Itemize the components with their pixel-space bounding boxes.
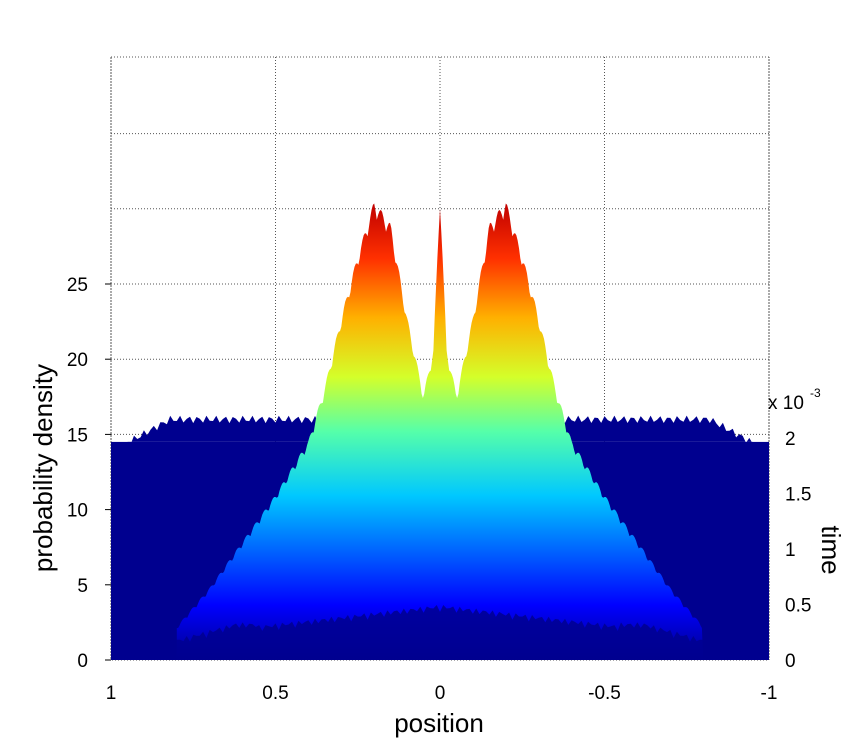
x-axis-label: position: [394, 708, 484, 738]
y-tick-labels: 0 0.5 1 1.5 2: [785, 429, 811, 672]
y-axis-label: time: [816, 525, 846, 574]
y-tick-label: 0.5: [785, 596, 811, 617]
density-surface: [111, 203, 769, 660]
z-tick-label: 0: [77, 651, 88, 672]
z-tick-label: 15: [67, 425, 88, 446]
z-tick-label: 10: [67, 501, 88, 522]
z-tick-label: 25: [67, 275, 88, 296]
surface-shoulder-left: [127, 415, 358, 445]
x-tick-label: -0.5: [588, 683, 621, 704]
z-axis-label: probability density: [28, 364, 58, 572]
y-tick-label: 2: [785, 429, 796, 450]
surface-peaks: [176, 203, 704, 660]
z-tick-label: 20: [67, 350, 88, 371]
surface-front-base: [111, 605, 769, 660]
y-tick-label: 0: [785, 651, 796, 672]
x-tick-label: 1: [106, 683, 117, 704]
y-tick-label: 1.5: [785, 485, 811, 506]
x-tick-labels: 1 0.5 0 -0.5 -1: [106, 683, 778, 704]
z-tick-labels: 0 5 10 15 20 25: [67, 275, 111, 672]
x-tick-label: 0: [435, 683, 446, 704]
y-tick-label: 1: [785, 540, 796, 561]
z-tick-label: 5: [77, 576, 88, 597]
surface-shoulder-right: [522, 415, 753, 444]
x-tick-label: 0.5: [262, 683, 288, 704]
y-exponent-power: -3: [810, 386, 821, 400]
y-exponent-label: x 10: [768, 393, 804, 414]
x-tick-label: -1: [761, 683, 778, 704]
